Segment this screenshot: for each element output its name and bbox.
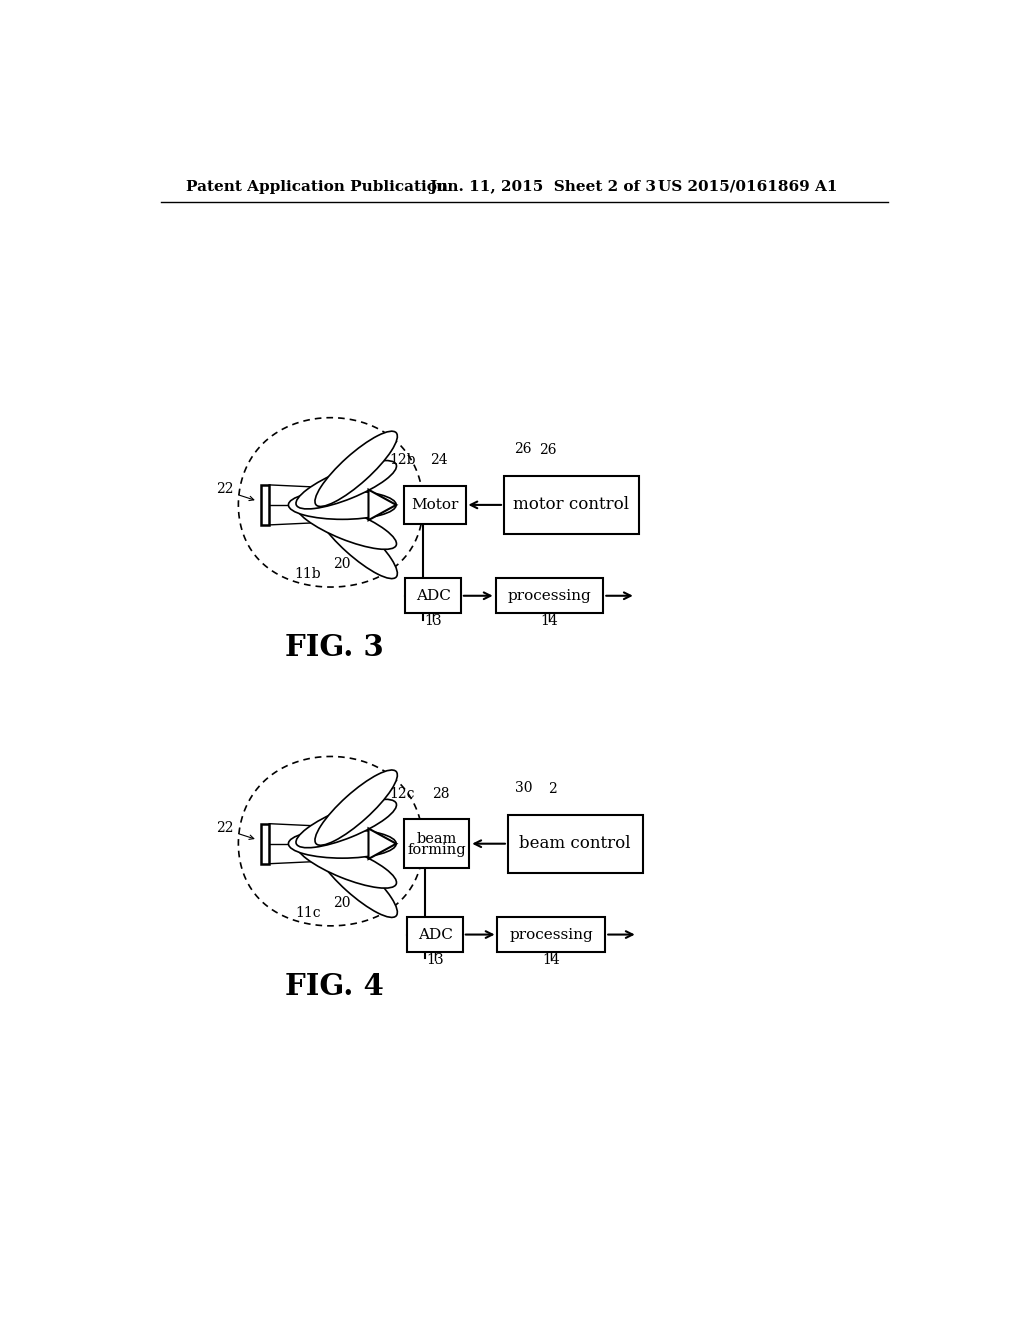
Text: 11b: 11b: [294, 568, 321, 581]
Polygon shape: [369, 829, 396, 859]
Text: 26: 26: [514, 442, 532, 455]
Text: processing: processing: [508, 589, 591, 603]
Text: 22: 22: [216, 482, 234, 496]
Ellipse shape: [315, 842, 397, 917]
Text: beam control: beam control: [519, 836, 631, 853]
Text: Patent Application Publication: Patent Application Publication: [186, 180, 449, 194]
Ellipse shape: [315, 770, 397, 845]
Text: 2: 2: [548, 783, 556, 796]
Text: ADC: ADC: [418, 928, 453, 941]
Ellipse shape: [315, 432, 397, 507]
Text: 12b: 12b: [389, 453, 416, 467]
Bar: [403, 818, 469, 869]
Text: 26: 26: [540, 444, 557, 458]
Ellipse shape: [315, 503, 397, 578]
Text: 11c: 11c: [295, 906, 321, 920]
Ellipse shape: [296, 840, 396, 888]
Text: 28: 28: [432, 787, 450, 800]
Ellipse shape: [289, 829, 396, 858]
Text: US 2015/0161869 A1: US 2015/0161869 A1: [658, 180, 838, 194]
Text: 20: 20: [334, 896, 351, 909]
Bar: [261, 824, 269, 863]
Ellipse shape: [296, 800, 396, 847]
Bar: [498, 917, 605, 952]
Ellipse shape: [296, 461, 396, 510]
Text: FIG. 3: FIG. 3: [286, 632, 384, 661]
Text: 14: 14: [541, 614, 558, 628]
Bar: [261, 484, 269, 525]
Bar: [496, 578, 603, 614]
Text: 20: 20: [334, 557, 351, 572]
Bar: [406, 578, 461, 614]
Text: beam: beam: [417, 832, 457, 846]
Bar: [508, 814, 643, 873]
Ellipse shape: [289, 491, 396, 519]
Polygon shape: [369, 490, 396, 520]
Text: 12c: 12c: [389, 787, 415, 800]
Text: processing: processing: [510, 928, 593, 941]
Text: FIG. 4: FIG. 4: [285, 972, 384, 1001]
Text: 22: 22: [216, 821, 234, 836]
Bar: [408, 917, 463, 952]
Text: 24: 24: [430, 453, 447, 467]
Text: Motor: Motor: [411, 498, 459, 512]
Bar: [504, 477, 639, 533]
Text: 13: 13: [424, 614, 442, 628]
Text: Jun. 11, 2015  Sheet 2 of 3: Jun. 11, 2015 Sheet 2 of 3: [429, 180, 656, 194]
Text: 30: 30: [514, 780, 532, 795]
Text: 13: 13: [426, 953, 444, 966]
Text: ADC: ADC: [416, 589, 451, 603]
Bar: [403, 486, 466, 524]
Ellipse shape: [296, 500, 396, 549]
Text: 14: 14: [543, 953, 560, 966]
Text: forming: forming: [408, 843, 466, 857]
Text: motor control: motor control: [513, 496, 630, 513]
